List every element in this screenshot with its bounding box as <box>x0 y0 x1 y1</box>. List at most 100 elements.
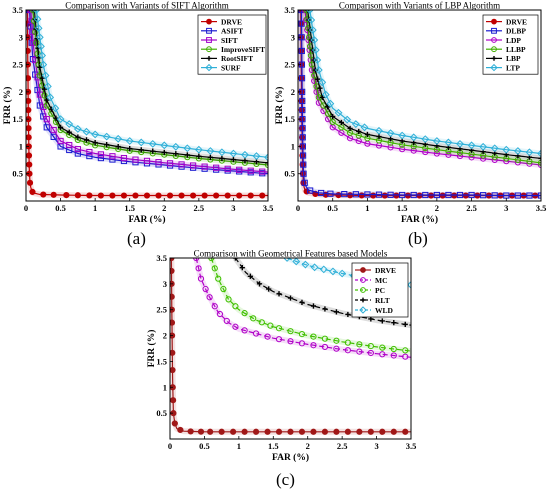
data-point <box>115 144 121 150</box>
x-tick-label: 2.5 <box>337 441 348 451</box>
data-point <box>490 144 499 153</box>
y-tick-label: 3.5 <box>284 5 295 15</box>
data-point <box>367 342 374 350</box>
data-point <box>310 333 317 340</box>
data-point <box>491 192 498 199</box>
data-point <box>299 125 306 132</box>
data-point <box>303 10 310 14</box>
data-point <box>63 191 70 199</box>
data-point <box>410 191 417 199</box>
data-point <box>26 75 32 82</box>
y-tick-label: 3 <box>291 32 295 42</box>
data-point <box>352 191 359 198</box>
x-axis-label: FAR (%) <box>272 452 309 463</box>
data-point <box>321 343 329 351</box>
data-point <box>26 134 32 141</box>
x-tick-label: 3 <box>374 441 378 451</box>
y-tick-label: 1 <box>163 382 167 392</box>
data-point <box>402 353 409 360</box>
data-point <box>333 309 340 315</box>
data-point <box>29 188 36 196</box>
x-tick-label: 3.5 <box>406 441 417 451</box>
data-point <box>26 47 31 55</box>
data-point <box>375 126 383 135</box>
data-point <box>34 24 43 33</box>
plot-frame <box>25 9 269 202</box>
data-point <box>399 146 406 153</box>
data-point <box>299 134 306 141</box>
data-point <box>379 351 386 358</box>
data-point <box>407 280 411 289</box>
data-point <box>57 137 64 145</box>
data-point <box>50 133 57 140</box>
data-point <box>301 260 310 269</box>
x-tick-label: 0.5 <box>199 441 210 451</box>
data-point <box>333 345 340 352</box>
data-point <box>276 291 282 297</box>
data-point <box>197 275 205 282</box>
legend-label: LBP <box>506 54 521 63</box>
data-point <box>356 348 363 355</box>
data-point <box>308 26 317 34</box>
data-point <box>170 258 175 262</box>
data-point <box>46 93 55 102</box>
data-point <box>74 146 81 153</box>
data-point <box>132 156 139 163</box>
data-point <box>326 99 335 108</box>
legend-marker <box>491 37 497 43</box>
data-point <box>468 154 475 161</box>
data-point <box>26 179 34 186</box>
data-point <box>344 428 351 435</box>
data-point <box>390 428 397 435</box>
x-tick-label: 2 <box>162 203 166 213</box>
data-point <box>299 97 306 105</box>
data-point <box>356 341 363 348</box>
legend-label: DRVE <box>506 17 527 26</box>
data-point <box>299 152 307 159</box>
data-point <box>538 155 541 162</box>
data-point <box>202 285 209 293</box>
data-point <box>56 115 65 124</box>
data-point <box>422 148 429 156</box>
data-point <box>256 281 263 287</box>
data-point <box>211 265 218 272</box>
data-point <box>264 153 268 162</box>
data-point <box>364 131 371 138</box>
data-point <box>125 137 134 145</box>
data-point <box>314 66 323 74</box>
y-tick-label: 1.5 <box>156 356 167 366</box>
data-point <box>137 138 146 147</box>
legend-marker <box>491 56 497 61</box>
data-point <box>456 152 464 160</box>
legend-label: SIFT <box>221 36 238 45</box>
data-point <box>321 335 329 342</box>
data-point <box>29 39 37 46</box>
data-point <box>351 120 360 128</box>
data-point <box>330 113 336 120</box>
data-point <box>409 133 418 142</box>
series-pc <box>208 258 411 355</box>
data-point <box>215 275 222 282</box>
data-point <box>360 123 369 132</box>
data-point <box>75 134 81 140</box>
series-line <box>300 10 541 197</box>
data-point <box>386 129 395 138</box>
data-point <box>376 134 382 140</box>
x-tick-label: 3.5 <box>536 203 547 213</box>
y-tick-label: 2.5 <box>284 60 295 70</box>
data-point <box>356 128 362 135</box>
series-sift <box>27 10 268 176</box>
y-tick-label: 0.5 <box>12 169 23 179</box>
data-point <box>170 397 177 404</box>
data-point <box>207 154 213 160</box>
data-point <box>66 129 72 135</box>
legend-marker <box>490 63 498 72</box>
data-point <box>86 192 93 199</box>
data-point <box>333 428 340 435</box>
data-point <box>433 150 440 157</box>
chart-title: Comparison with Variants of LBP Algorith… <box>339 1 500 11</box>
data-point <box>379 344 386 351</box>
data-point <box>213 192 220 199</box>
data-point <box>170 319 176 326</box>
legend-box <box>482 14 539 75</box>
